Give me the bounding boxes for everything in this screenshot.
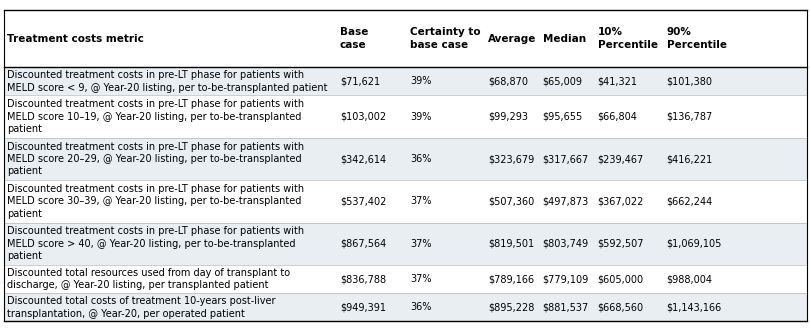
Text: $1,143,166: $1,143,166 <box>667 302 722 312</box>
Text: $803,749: $803,749 <box>543 239 589 249</box>
Text: Discounted total resources used from day of transplant to
discharge, @ Year-20 l: Discounted total resources used from day… <box>7 268 290 290</box>
Text: $65,009: $65,009 <box>543 76 582 86</box>
Text: $779,109: $779,109 <box>543 274 589 284</box>
Text: $949,391: $949,391 <box>340 302 386 312</box>
Bar <box>4 265 807 293</box>
Text: $95,655: $95,655 <box>543 112 583 122</box>
Text: Average: Average <box>488 33 537 44</box>
Text: 36%: 36% <box>410 154 431 164</box>
Text: $819,501: $819,501 <box>488 239 534 249</box>
Text: $668,560: $668,560 <box>598 302 644 312</box>
Text: $66,804: $66,804 <box>598 112 637 122</box>
Text: $592,507: $592,507 <box>598 239 644 249</box>
Bar <box>4 180 807 223</box>
Bar <box>4 95 807 138</box>
Text: Treatment costs metric: Treatment costs metric <box>7 33 144 44</box>
Text: Discounted treatment costs in pre-LT phase for patients with
MELD score 30–39, @: Discounted treatment costs in pre-LT pha… <box>7 184 304 219</box>
Text: $103,002: $103,002 <box>340 112 386 122</box>
Text: $507,360: $507,360 <box>488 196 534 206</box>
Text: $41,321: $41,321 <box>598 76 637 86</box>
Text: Discounted total costs of treatment 10-years post-liver
transplantation, @ Year-: Discounted total costs of treatment 10-y… <box>7 296 276 318</box>
Text: 37%: 37% <box>410 274 432 284</box>
Text: $895,228: $895,228 <box>488 302 534 312</box>
Text: $662,244: $662,244 <box>667 196 713 206</box>
Text: $71,621: $71,621 <box>340 76 380 86</box>
Text: 90%
Percentile: 90% Percentile <box>667 27 727 50</box>
Text: $317,667: $317,667 <box>543 154 589 164</box>
Bar <box>4 10 807 67</box>
Text: $239,467: $239,467 <box>598 154 644 164</box>
Text: $99,293: $99,293 <box>488 112 528 122</box>
Text: 39%: 39% <box>410 76 431 86</box>
Text: Discounted treatment costs in pre-LT phase for patients with
MELD score 20–29, @: Discounted treatment costs in pre-LT pha… <box>7 142 304 176</box>
Text: Certainty to
base case: Certainty to base case <box>410 27 481 50</box>
Text: $789,166: $789,166 <box>488 274 534 284</box>
Text: $68,870: $68,870 <box>488 76 528 86</box>
Text: Base
case: Base case <box>340 27 368 50</box>
Text: 39%: 39% <box>410 112 431 122</box>
Text: $101,380: $101,380 <box>667 76 713 86</box>
Bar <box>4 293 807 321</box>
Text: $497,873: $497,873 <box>543 196 589 206</box>
Text: Median: Median <box>543 33 586 44</box>
Text: $537,402: $537,402 <box>340 196 386 206</box>
Text: $881,537: $881,537 <box>543 302 589 312</box>
Bar <box>4 67 807 95</box>
Text: $1,069,105: $1,069,105 <box>667 239 722 249</box>
Text: $605,000: $605,000 <box>598 274 644 284</box>
Text: $323,679: $323,679 <box>488 154 534 164</box>
Text: 37%: 37% <box>410 196 432 206</box>
Text: 36%: 36% <box>410 302 431 312</box>
Text: $342,614: $342,614 <box>340 154 386 164</box>
Text: $867,564: $867,564 <box>340 239 386 249</box>
Text: $136,787: $136,787 <box>667 112 713 122</box>
Text: Discounted treatment costs in pre-LT phase for patients with
MELD score > 40, @ : Discounted treatment costs in pre-LT pha… <box>7 226 304 261</box>
Text: Discounted treatment costs in pre-LT phase for patients with
MELD score < 9, @ Y: Discounted treatment costs in pre-LT pha… <box>7 70 328 92</box>
Bar <box>4 138 807 180</box>
Bar <box>4 223 807 265</box>
Text: $367,022: $367,022 <box>598 196 644 206</box>
Text: 37%: 37% <box>410 239 432 249</box>
Text: Discounted treatment costs in pre-LT phase for patients with
MELD score 10–19, @: Discounted treatment costs in pre-LT pha… <box>7 99 304 134</box>
Text: $836,788: $836,788 <box>340 274 386 284</box>
Text: 10%
Percentile: 10% Percentile <box>598 27 658 50</box>
Text: $988,004: $988,004 <box>667 274 713 284</box>
Text: $416,221: $416,221 <box>667 154 713 164</box>
